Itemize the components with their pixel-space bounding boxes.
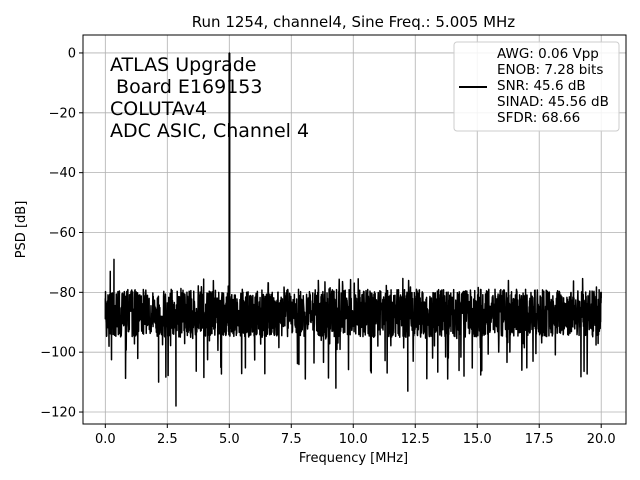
legend-entry: ENOB: 7.28 bits [497, 62, 603, 78]
y-tick-label: −60 [49, 226, 76, 241]
legend-entry: SNR: 45.6 dB [497, 78, 586, 94]
x-tick-label: 17.5 [525, 432, 554, 447]
legend-entry: AWG: 0.06 Vpp [497, 46, 599, 62]
legend-entry: SINAD: 45.56 dB [497, 94, 609, 110]
x-tick-label: 10.0 [339, 432, 368, 447]
x-axis: 0.0 2.5 5.0 7.5 10.0 12.5 15.0 17.5 20.0 [95, 424, 616, 447]
y-axis-label: PSD [dB] [14, 201, 29, 259]
x-axis-label: Frequency [MHz] [299, 451, 408, 466]
chart-title: Run 1254, channel4, Sine Freq.: 5.005 MH… [192, 13, 516, 31]
y-tick-label: −100 [40, 346, 76, 361]
annotation-line: ATLAS Upgrade [110, 54, 256, 76]
x-tick-label: 12.5 [401, 432, 430, 447]
y-axis: 0 −20 −40 −60 −80 −100 −120 [40, 46, 83, 421]
y-tick-label: −40 [49, 166, 76, 181]
annotation-line: ADC ASIC, Channel 4 [110, 120, 309, 142]
psd-series-line [104, 52, 602, 407]
x-tick-label: 7.5 [281, 432, 302, 447]
y-tick-label: 0 [68, 46, 76, 61]
x-tick-label: 2.5 [157, 432, 178, 447]
plot-frame [82, 34, 627, 425]
y-tick-label: −80 [49, 286, 76, 301]
series-group [104, 52, 602, 407]
annotation-line: Board E169153 [110, 76, 262, 98]
y-tick-label: −20 [49, 106, 76, 121]
legend-box [453, 41, 620, 132]
legend-entry: SFDR: 68.66 [497, 110, 580, 126]
x-tick-label: 15.0 [463, 432, 492, 447]
x-tick-label: 20.0 [587, 432, 616, 447]
y-tick-label: −120 [40, 406, 76, 421]
x-tick-label: 5.0 [219, 432, 240, 447]
x-tick-label: 0.0 [95, 432, 116, 447]
annotation-line: COLUTAv4 [110, 98, 207, 120]
